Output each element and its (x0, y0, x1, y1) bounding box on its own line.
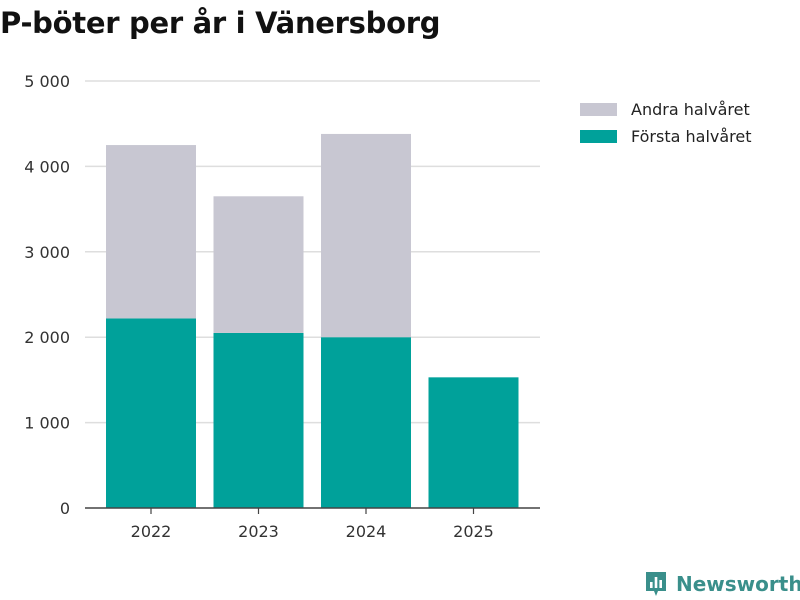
bar-2025-forsta (428, 377, 519, 508)
x-tick-label-2024: 2024 (346, 522, 387, 541)
chart-title: P-böter per år i Vänersborg (0, 6, 441, 40)
y-axis-tick-labels: 0 1 000 2 000 3 000 4 000 5 000 (24, 72, 70, 518)
newsworthy-logo-text: Newsworthy (676, 572, 800, 596)
newsworthy-logo-icon (646, 572, 666, 596)
bar-2023-forsta (213, 332, 304, 508)
bar-2024-forsta (321, 337, 411, 508)
newsworthy-logo: Newsworthy (644, 570, 800, 598)
x-axis-ticks: 2022 2023 2024 2025 (131, 508, 494, 541)
y-tick-label-5000: 5 000 (24, 72, 70, 91)
bar-2022-forsta (106, 318, 196, 508)
legend-item-andra: Andra halvåret (580, 96, 752, 123)
legend-label-forsta: Första halvåret (631, 127, 752, 146)
legend: Andra halvåret Första halvåret (580, 96, 752, 150)
legend-label-andra: Andra halvåret (631, 100, 750, 119)
y-tick-label-3000: 3 000 (24, 243, 70, 262)
y-tick-label-4000: 4 000 (24, 157, 70, 176)
legend-item-forsta: Första halvåret (580, 123, 752, 150)
legend-swatch-forsta (580, 130, 617, 143)
y-tick-label-0: 0 (60, 499, 70, 518)
bar-2022-andra (106, 145, 196, 319)
x-tick-label-2022: 2022 (131, 522, 172, 541)
legend-swatch-andra (580, 103, 617, 116)
bars (106, 133, 519, 508)
y-tick-label-1000: 1 000 (24, 414, 70, 433)
bar-2024-andra (321, 133, 411, 338)
y-tick-label-2000: 2 000 (24, 328, 70, 347)
x-tick-label-2025: 2025 (453, 522, 494, 541)
x-tick-label-2023: 2023 (238, 522, 279, 541)
bar-2023-andra (213, 196, 304, 333)
